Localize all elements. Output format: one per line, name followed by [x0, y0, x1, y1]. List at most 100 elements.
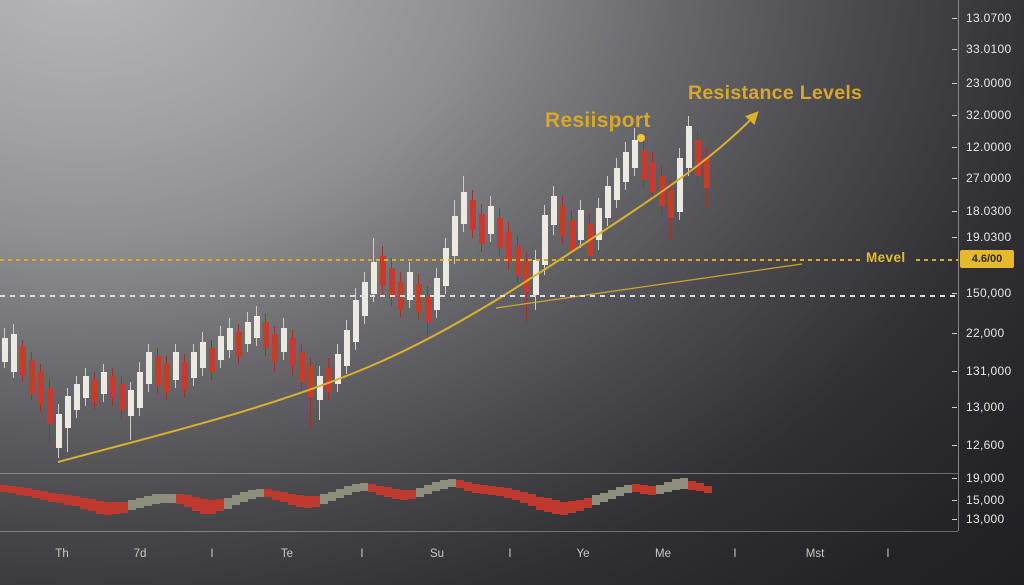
candle-body: [254, 316, 260, 338]
price-axis-tick: [952, 500, 957, 501]
candle-body: [371, 262, 377, 294]
oscillator-bar: [648, 485, 656, 495]
candle-body: [704, 158, 710, 188]
price-axis-label: 12,600: [966, 438, 1005, 452]
candle-body: [443, 248, 449, 286]
candle-body: [191, 352, 197, 378]
candle-body: [29, 360, 35, 394]
price-axis-tick: [952, 147, 957, 148]
oscillator-bar: [624, 485, 632, 493]
oscillator-bar: [408, 489, 416, 499]
time-axis-label: I: [733, 548, 737, 560]
candle-body: [263, 322, 269, 348]
candle-body: [605, 186, 611, 218]
oscillator-bar: [160, 493, 168, 503]
price-axis-label: 27.0000: [966, 171, 1012, 185]
oscillator-bar: [368, 484, 376, 492]
candle-body: [434, 278, 440, 310]
candle-body: [182, 362, 188, 390]
oscillator-bar: [176, 494, 184, 504]
oscillator-bar: [256, 489, 264, 497]
oscillator-bar: [128, 500, 136, 510]
candle-body: [128, 390, 134, 416]
time-axis-label: Me: [655, 548, 671, 560]
candle-body: [200, 342, 206, 368]
price-axis-tick: [952, 115, 957, 116]
price-axis-tick: [952, 237, 957, 238]
price-axis-tick: [952, 371, 957, 372]
candle-body: [137, 372, 143, 408]
oscillator-bar: [96, 500, 104, 514]
candle-body: [452, 216, 458, 256]
oscillator-bar: [8, 485, 16, 493]
oscillator-bar: [64, 495, 72, 505]
oscillator-bar: [312, 495, 320, 507]
oscillator-bar: [640, 484, 648, 494]
candle-body: [515, 246, 521, 276]
candle-body: [497, 218, 503, 248]
time-axis-label: I: [360, 548, 364, 560]
oscillator-bar: [520, 491, 528, 503]
oscillator-bar: [664, 482, 672, 492]
candle-body: [335, 354, 341, 384]
oscillator-bar: [616, 486, 624, 496]
price-tag: 4.6/00: [960, 250, 1014, 268]
oscillator-bar: [584, 498, 592, 508]
candle-body: [209, 348, 215, 372]
oscillator-bar: [16, 487, 24, 495]
oscillator-bar: [352, 484, 360, 492]
candle-body: [20, 346, 26, 376]
oscillator-bar: [560, 501, 568, 515]
candle-body: [614, 168, 620, 200]
candle-body: [524, 262, 530, 292]
oscillator-bar: [704, 485, 712, 493]
resistance-level-line-right: [916, 259, 958, 261]
oscillator-bar: [392, 489, 400, 499]
candle-body: [110, 376, 116, 398]
price-axis-tick: [952, 519, 957, 520]
candle-body: [650, 162, 656, 192]
oscillator-bar: [80, 497, 88, 509]
candle-body: [281, 328, 287, 352]
candle-body: [695, 140, 701, 176]
oscillator-bar: [592, 495, 600, 505]
candle-body: [407, 272, 413, 300]
price-axis-label: 22,000: [966, 326, 1005, 340]
candle-body: [551, 196, 557, 225]
candle-body: [236, 332, 242, 356]
rising-trendline-arrow: [57, 111, 759, 463]
candle-body: [317, 376, 323, 400]
price-axis-label: 23.0000: [966, 76, 1012, 90]
candle-body: [425, 296, 431, 322]
oscillator-bar: [400, 490, 408, 500]
candle-body: [83, 376, 89, 398]
oscillator-bar: [56, 493, 64, 503]
oscillator-bar: [440, 479, 448, 489]
time-axis-label: Su: [429, 548, 445, 560]
time-axis-label: 7d: [133, 548, 147, 560]
oscillator-bar: [232, 495, 240, 505]
oscillator-bar: [528, 494, 536, 506]
oscillator-bar: [272, 490, 280, 500]
resistance-level-line: [0, 259, 862, 261]
oscillator-bar: [264, 489, 272, 497]
level-label: Mevel: [866, 250, 906, 265]
oscillator-bar: [576, 499, 584, 511]
price-axis-label: 12.0000: [966, 140, 1012, 154]
oscillator-bar: [152, 494, 160, 504]
peak-marker-dot: [637, 134, 645, 142]
oscillator-bar: [248, 489, 256, 499]
oscillator-bar: [632, 484, 640, 492]
candle-body: [560, 206, 566, 236]
oscillator-bar: [200, 498, 208, 514]
time-axis-label: I: [508, 548, 512, 560]
oscillator-bar: [696, 483, 704, 491]
oscillator-bar: [456, 480, 464, 488]
candle-body: [686, 126, 692, 168]
oscillator-bar: [656, 484, 664, 494]
price-axis-tick: [952, 333, 957, 334]
oscillator-bar: [360, 483, 368, 491]
oscillator-bar: [112, 502, 120, 514]
